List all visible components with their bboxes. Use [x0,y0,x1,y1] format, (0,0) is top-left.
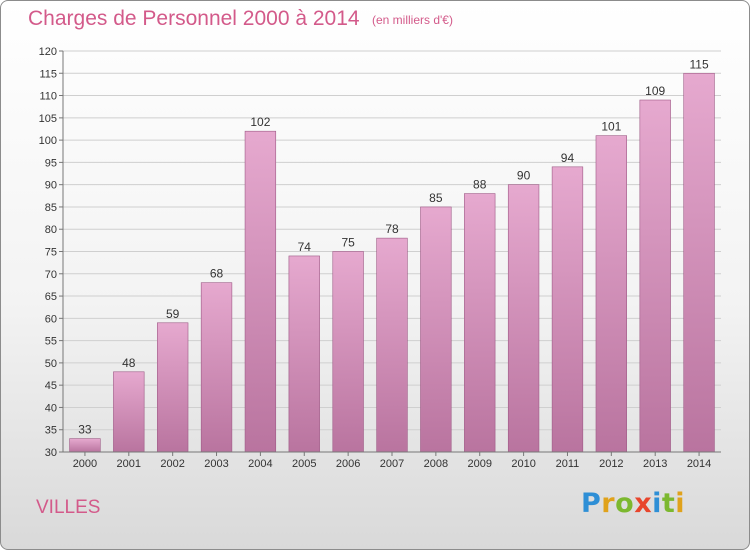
bar-value-label: 88 [473,178,487,192]
logo-letter: r [601,488,616,519]
x-tick-label: 2009 [467,458,491,470]
y-tick-label: 100 [39,135,57,147]
bar-2014[interactable] [683,72,715,453]
x-tick-label: 2011 [556,458,580,470]
bar-value-label: 74 [298,240,312,254]
y-tick-label: 50 [45,358,57,370]
bar-value-label: 68 [210,267,224,281]
bar-2001[interactable] [113,371,145,453]
bar-value-label: 101 [601,120,621,134]
y-tick-label: 70 [45,269,57,281]
bar-value-label: 109 [645,84,665,98]
bar-value-label: 102 [250,115,270,129]
y-tick-label: 105 [39,113,57,125]
x-tick-label: 2004 [248,458,272,470]
commune-name: VILLES [36,497,101,518]
logo-letter: t [661,488,676,519]
bar-value-label: 90 [517,169,531,183]
bar-2008[interactable] [420,206,452,453]
y-tick-label: 35 [45,425,57,437]
bar-value-label: 75 [341,236,355,250]
bar-value-label: 115 [689,57,708,71]
x-tick-label: 2005 [292,458,316,470]
x-tick-label: 2006 [336,458,360,470]
y-tick-label: 110 [39,91,57,103]
proxiti-logo[interactable]: Proxiti [581,488,685,519]
bar-2010[interactable] [507,184,540,453]
x-tick-label: 2001 [117,458,141,470]
bar-value-label: 78 [385,222,399,236]
y-tick-label: 55 [45,336,57,348]
y-tick-label: 80 [45,224,57,236]
x-tick-label: 2013 [643,458,667,470]
logo-letter: i [675,488,686,519]
bar-value-label: 33 [78,423,92,437]
y-tick-label: 30 [45,447,57,459]
bar-2009[interactable] [464,193,496,453]
y-tick-label: 95 [45,157,57,169]
chart-subtitle: (en milliers d'€) [372,13,453,27]
bar-2011[interactable] [551,166,584,453]
bar-2007[interactable] [376,237,408,453]
bar-2006[interactable] [332,251,364,453]
bar-2000[interactable] [69,438,101,453]
bar-2003[interactable] [200,282,233,453]
logo-letter: P [581,488,602,519]
x-tick-label: 2012 [599,458,623,470]
y-tick-label: 85 [45,202,57,214]
x-tick-label: 2010 [511,458,535,470]
x-tick-label: 2003 [204,458,228,470]
bar-value-label: 48 [122,356,136,370]
bar-2012[interactable] [595,135,627,453]
x-tick-label: 2000 [73,458,97,470]
bar-2005[interactable] [288,255,320,453]
bar-2013[interactable] [639,99,671,453]
y-tick-label: 90 [45,180,57,192]
bar-value-label: 94 [561,151,575,165]
y-tick-label: 60 [45,313,57,325]
bar-2004[interactable] [244,130,277,453]
x-tick-label: 2007 [380,458,404,470]
bar-value-label: 85 [429,191,443,205]
logo-letter: x [634,488,653,519]
x-tick-label: 2014 [687,458,711,470]
chart-title: Charges de Personnel 2000 à 2014 [28,7,360,30]
y-tick-label: 115 [39,68,57,80]
y-tick-label: 65 [45,291,57,303]
y-tick-label: 120 [39,46,57,58]
bar-2002[interactable] [157,322,189,453]
x-tick-label: 2002 [160,458,184,470]
bar-value-label: 59 [166,307,180,321]
logo-letter: i [652,488,662,519]
logo-letter: o [615,488,635,519]
y-tick-label: 75 [45,247,57,259]
y-tick-label: 45 [45,380,57,392]
x-tick-label: 2008 [424,458,448,470]
y-tick-label: 40 [45,402,57,414]
